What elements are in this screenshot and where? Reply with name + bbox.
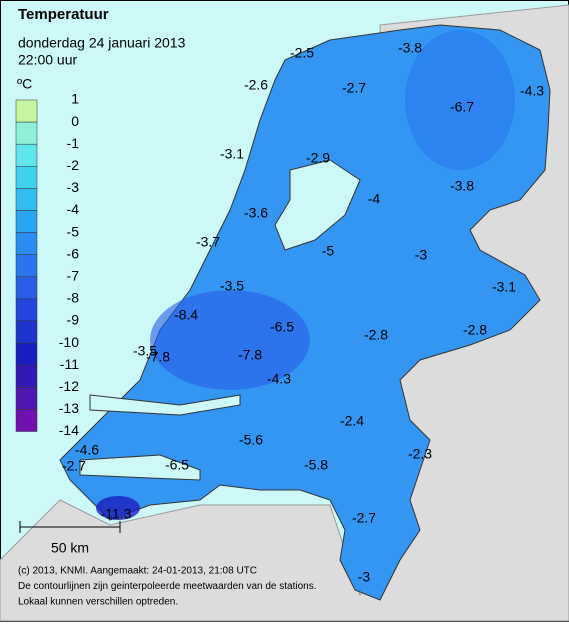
legend-swatch bbox=[15, 276, 38, 300]
station-value: -6.5 bbox=[165, 457, 189, 473]
legend-label: -7 bbox=[67, 268, 80, 284]
station-value: -5 bbox=[322, 243, 335, 259]
station-value: -3.6 bbox=[244, 205, 268, 221]
station-value: -3.5 bbox=[220, 278, 244, 294]
legend-swatch bbox=[15, 210, 38, 233]
cold-area bbox=[405, 30, 515, 170]
footer-line: (c) 2013, KNMI. Aangemaakt: 24-01-2013, … bbox=[18, 566, 257, 577]
station-value: -2.6 bbox=[244, 77, 268, 93]
netherlands bbox=[59, 24, 551, 601]
station-value: -2.7 bbox=[352, 510, 376, 526]
legend-label: -12 bbox=[59, 378, 79, 394]
station-value: -2.3 bbox=[408, 446, 432, 462]
station-value: -3.8 bbox=[450, 178, 474, 194]
station-value: -5.8 bbox=[304, 457, 328, 473]
station-value: -5.6 bbox=[239, 432, 263, 448]
legend-label: -8 bbox=[67, 290, 80, 306]
legend-label: -10 bbox=[59, 334, 79, 350]
legend-swatch bbox=[15, 320, 38, 344]
legend-swatch bbox=[15, 232, 38, 255]
station-value: -2.4 bbox=[340, 413, 364, 429]
legend-swatch bbox=[15, 121, 38, 145]
legend-swatch bbox=[15, 99, 38, 123]
station-value: -3 bbox=[358, 569, 371, 585]
title: Temperatuur bbox=[18, 6, 109, 23]
legend-swatch bbox=[15, 166, 38, 189]
station-value: -4.6 bbox=[75, 442, 99, 458]
station-value: -11.3 bbox=[101, 506, 132, 522]
legend-swatch bbox=[15, 188, 38, 211]
legend-swatch bbox=[15, 342, 38, 366]
legend-swatch bbox=[15, 143, 38, 167]
station-value: -3.7 bbox=[196, 234, 220, 250]
station-value: -7.8 bbox=[238, 347, 262, 363]
station-value: -7.8 bbox=[146, 349, 170, 365]
station-value: -2.9 bbox=[306, 150, 330, 166]
station-value: -2.7 bbox=[62, 458, 86, 474]
legend-swatch bbox=[15, 364, 38, 388]
legend-swatch bbox=[15, 298, 38, 322]
legend-label: -5 bbox=[67, 223, 80, 239]
footer-line: Lokaal kunnen verschillen optreden. bbox=[18, 597, 178, 608]
legend-swatch bbox=[15, 254, 38, 278]
legend-label: -6 bbox=[67, 245, 80, 261]
station-value: -2.8 bbox=[364, 327, 388, 343]
legend-label: 0 bbox=[71, 113, 79, 129]
cold-area bbox=[150, 290, 310, 390]
scale-label: 50 km bbox=[51, 540, 89, 556]
station-value: -3.1 bbox=[492, 279, 516, 295]
legend-label: -1 bbox=[67, 135, 80, 151]
legend-label: -13 bbox=[59, 400, 79, 416]
ijsselmeer bbox=[274, 159, 361, 251]
station-value: -3.1 bbox=[220, 146, 244, 162]
station-value: -6.7 bbox=[450, 99, 474, 115]
station-value: -3 bbox=[415, 247, 428, 263]
station-value: -3.5 bbox=[133, 343, 157, 359]
estuary bbox=[79, 454, 201, 481]
footer-line: De contourlijnen zijn geinterpoleerde me… bbox=[18, 581, 317, 592]
legend-label: -4 bbox=[67, 201, 80, 217]
station-value: -4.3 bbox=[267, 371, 291, 387]
unit: ºC bbox=[17, 76, 32, 92]
legend-label: -11 bbox=[60, 356, 79, 372]
station-value: -8.4 bbox=[174, 307, 198, 323]
time: 22:00 uur bbox=[18, 52, 77, 68]
station-value: -6.5 bbox=[270, 319, 294, 335]
date: donderdag 24 januari 2013 bbox=[18, 35, 186, 51]
station-value: -4 bbox=[368, 191, 381, 207]
legend-swatch bbox=[15, 409, 38, 432]
legend-label: -9 bbox=[67, 312, 80, 328]
station-value: -2.8 bbox=[463, 322, 487, 338]
legend-label: 1 bbox=[71, 91, 79, 107]
legend-swatch bbox=[15, 387, 38, 410]
station-value: -3.8 bbox=[398, 40, 422, 56]
legend-label: -14 bbox=[59, 422, 79, 438]
station-value: -2.7 bbox=[342, 80, 366, 96]
station-value: -2.5 bbox=[290, 45, 314, 61]
cold-area bbox=[96, 496, 140, 520]
legend-label: -3 bbox=[67, 179, 80, 195]
station-value: -4.3 bbox=[520, 83, 544, 99]
legend-label: -2 bbox=[67, 157, 80, 173]
estuary bbox=[89, 394, 241, 416]
